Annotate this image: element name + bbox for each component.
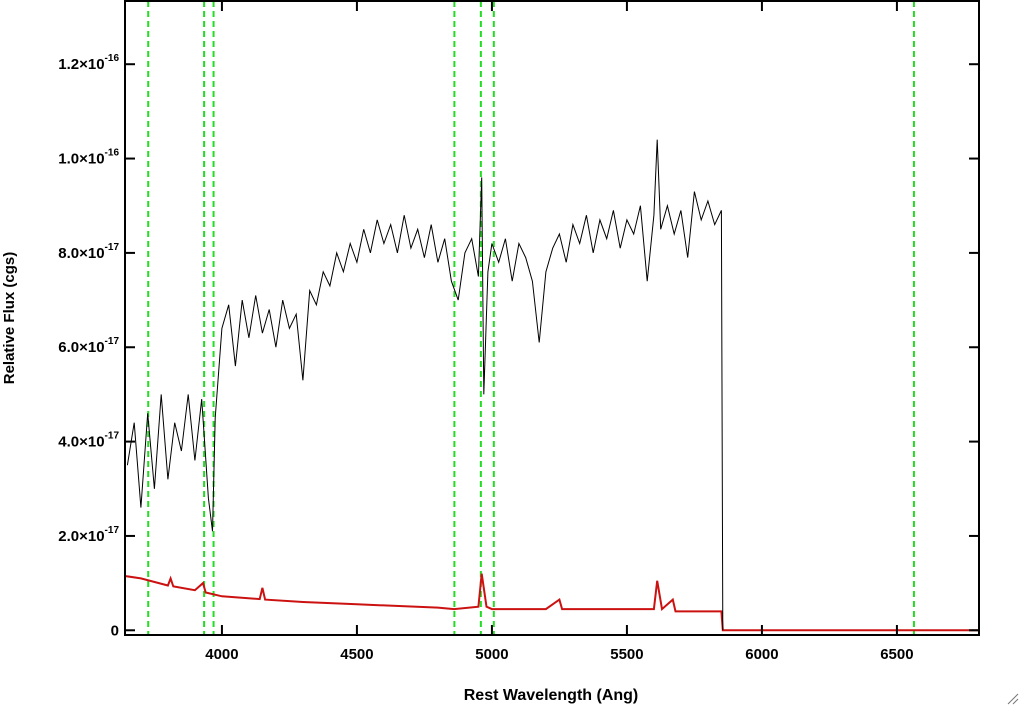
plot-frame xyxy=(124,0,980,636)
y-tick-exponent: -17 xyxy=(105,336,120,347)
y-tick-label: 8.0×10-17 xyxy=(58,242,119,262)
y-tick-mantissa: 6.0×10 xyxy=(58,339,104,356)
y-tick-exponent: -17 xyxy=(105,525,120,536)
y-tick-mantissa: 4.0×10 xyxy=(58,434,104,451)
y-tick-label: 6.0×10-17 xyxy=(58,336,119,356)
y-tick-label: 0 xyxy=(111,622,119,639)
y-tick-mantissa: 1.2×10 xyxy=(58,56,104,73)
y-tick-exponent: -16 xyxy=(105,148,120,159)
x-tick-label: 6500 xyxy=(880,646,913,663)
y-axis-label: Relative Flux (cgs) xyxy=(1,252,18,385)
y-tick-mantissa: 8.0×10 xyxy=(58,245,104,262)
y-tick-label: 4.0×10-17 xyxy=(58,431,119,451)
y-tick-mantissa: 1.0×10 xyxy=(58,151,104,168)
x-tick-label: 5000 xyxy=(475,646,508,663)
y-tick-exponent: -17 xyxy=(105,242,120,253)
y-tick-mantissa: 2.0×10 xyxy=(58,528,104,545)
x-axis-label: Rest Wavelength (Ang) xyxy=(464,687,639,704)
y-tick-exponent: -16 xyxy=(105,53,120,64)
x-tick-label: 5500 xyxy=(610,646,643,663)
y-tick-label: 2.0×10-17 xyxy=(58,525,119,545)
y-tick-label: 1.0×10-16 xyxy=(58,148,119,168)
x-tick-label: 4500 xyxy=(340,646,373,663)
spectrum-line xyxy=(126,139,724,631)
spectrum-line xyxy=(124,573,979,632)
resize-handle xyxy=(1007,693,1019,705)
x-tick-label: 4000 xyxy=(205,646,238,663)
y-tick-exponent: -17 xyxy=(105,431,120,442)
y-tick-label: 1.2×10-16 xyxy=(58,53,119,73)
x-tick-label: 6000 xyxy=(745,646,778,663)
